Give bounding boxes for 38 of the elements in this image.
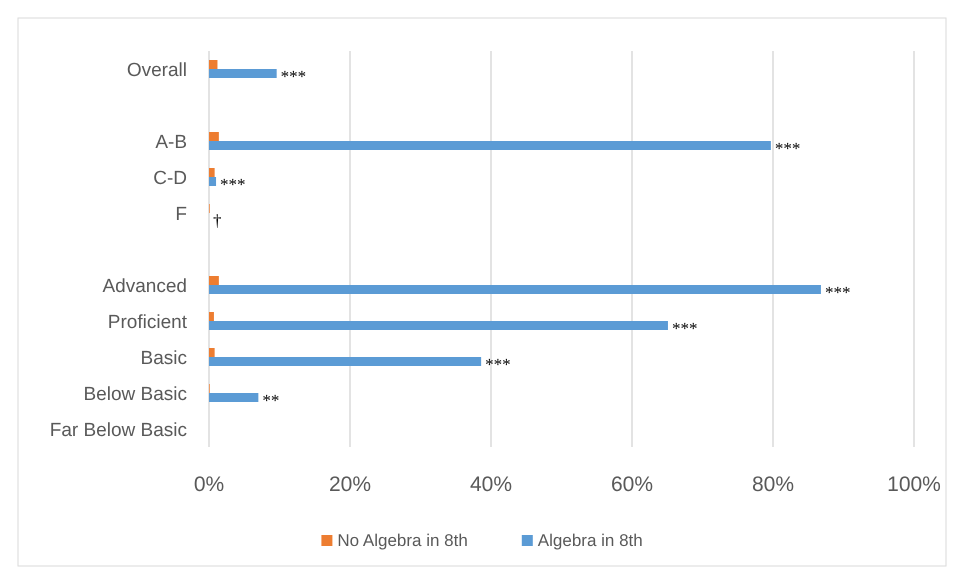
y-tick-label: Overall [126, 60, 187, 81]
bar [209, 393, 258, 402]
annotation: *** [485, 355, 511, 374]
x-tick-label: 40% [470, 473, 512, 496]
bar [209, 69, 277, 78]
annotation: *** [824, 283, 850, 302]
annotation: † [213, 211, 222, 230]
legend-label: No Algebra in 8th [337, 531, 468, 550]
y-tick-label: Below Basic [84, 384, 187, 405]
annotation: *** [774, 139, 800, 158]
annotation: *** [672, 319, 698, 338]
x-tick-label: 80% [752, 473, 794, 496]
bar [209, 141, 771, 150]
bar [209, 348, 215, 357]
annotation: *** [220, 175, 246, 194]
bar [209, 285, 821, 294]
x-tick-label: 60% [610, 473, 654, 496]
bar [209, 321, 668, 330]
x-tick-label: 100% [887, 473, 941, 496]
bar [209, 276, 219, 285]
y-tick-label: F [175, 204, 187, 225]
y-tick-label: A-B [155, 132, 187, 153]
x-tick-label: 20% [328, 473, 372, 496]
bar [209, 357, 482, 366]
y-tick-label: Far Below Basic [50, 420, 187, 441]
x-tick-label: 0% [194, 473, 224, 496]
bar [209, 177, 216, 186]
y-tick-label: Proficient [108, 312, 188, 333]
bar [209, 60, 218, 69]
y-tick-label: Advanced [102, 276, 187, 297]
annotation: ** [262, 391, 280, 410]
y-tick-label: C-D [153, 168, 187, 189]
annotation: *** [280, 67, 306, 86]
y-tick-label: Basic [140, 348, 187, 369]
bar [209, 132, 219, 141]
bar [209, 168, 215, 177]
legend-label: Algebra in 8th [538, 531, 643, 550]
bar [209, 312, 214, 321]
